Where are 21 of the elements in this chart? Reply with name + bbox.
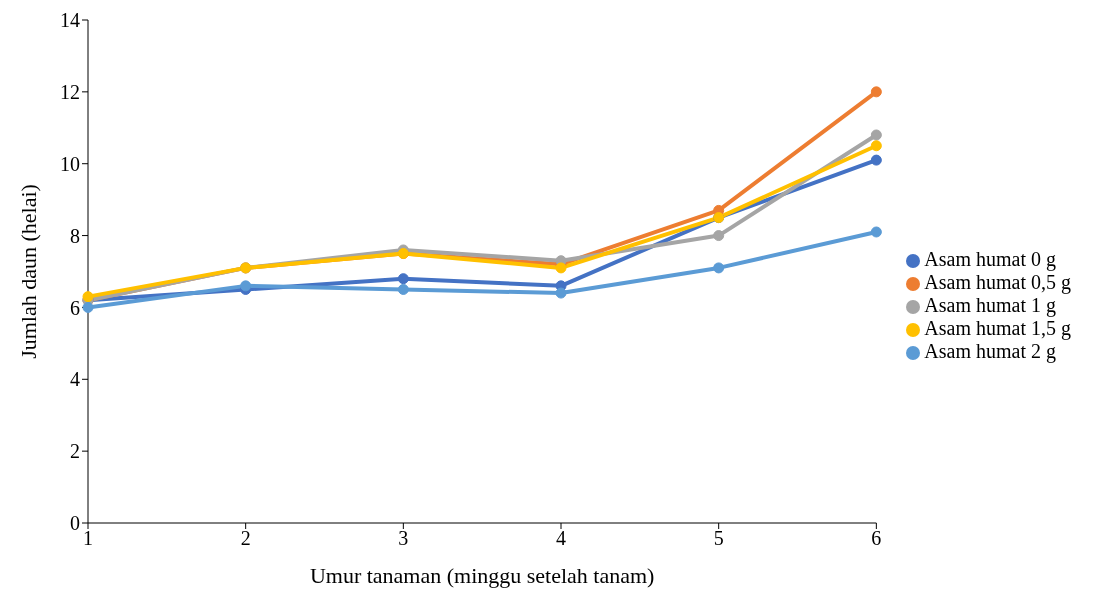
y-tick-label: 6 [70,296,80,319]
y-tick-label: 0 [70,512,80,535]
legend-label: Asam humat 1,5 g [924,317,1071,339]
legend-label: Asam humat 2 g [924,340,1056,362]
x-tick-label: 1 [83,527,93,550]
legend-label: Asam humat 0,5 g [924,271,1071,293]
y-tick-label: 14 [60,9,80,32]
y-tick-label: 2 [70,440,80,463]
legend-label: Asam humat 1 g [924,294,1056,316]
y-tick-label: 4 [70,368,80,391]
y-tick-label: 10 [60,152,80,175]
y-tick-label: 12 [60,80,80,103]
x-tick-label: 5 [713,527,724,550]
x-tick-label: 6 [871,527,882,550]
y-tick-label: 8 [70,224,80,247]
y-axis-title: Jumlah daun (helai) [15,184,41,359]
x-tick-label: 4 [556,527,567,550]
x-axis-title: Umur tanaman (minggu setelah tanam) [309,563,655,588]
legend-label: Asam humat 0 g [924,248,1056,270]
x-tick-label: 2 [240,527,251,550]
x-tick-label: 3 [398,527,409,550]
